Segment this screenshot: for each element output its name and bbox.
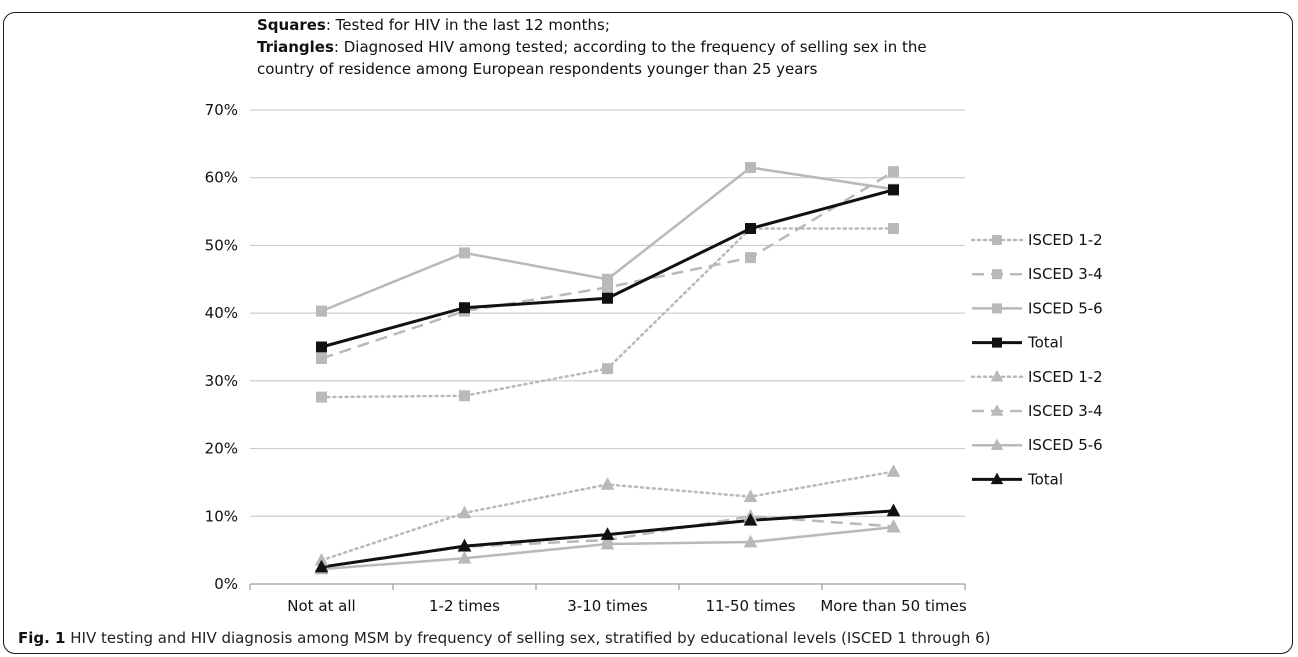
y-axis-ticks: 0% 10% 20% 30% 40% 50% 60% 70% (205, 101, 238, 593)
legend-triangle-marker (990, 370, 1004, 382)
triangle-marker (457, 538, 472, 552)
legend-item: Total (972, 334, 1063, 352)
chart-note-continuation: country of residence among European resp… (257, 60, 818, 78)
series-line (321, 170, 895, 360)
legend-label: ISCED 1-2 (1028, 231, 1103, 249)
legend-item: ISCED 1-2 (970, 231, 1103, 249)
square-marker (316, 353, 327, 365)
legend-item: ISCED 5-6 (972, 299, 1103, 317)
legend-label: ISCED 5-6 (1028, 299, 1103, 317)
triangle-marker (457, 505, 472, 519)
y-tick-label: 40% (205, 304, 238, 322)
triangle-marker (457, 550, 472, 564)
triangle-marker (743, 489, 758, 502)
chart-note-triangles: Triangles: Diagnosed HIV among tested; a… (257, 38, 927, 56)
square-marker (888, 166, 899, 178)
legend-square-marker (992, 235, 1002, 245)
y-tick-label: 70% (205, 101, 238, 119)
triangle-marker (600, 536, 615, 550)
square-marker (459, 302, 470, 314)
square-marker (888, 223, 899, 234)
legend-item: ISCED 5-6 (972, 436, 1103, 454)
triangle-marker (886, 519, 901, 533)
square-marker (459, 247, 470, 259)
x-tick-label: 3-10 times (567, 597, 648, 615)
legend-label: ISCED 3-4 (1028, 265, 1103, 283)
legend-label: ISCED 5-6 (1028, 436, 1103, 454)
square-marker (602, 363, 613, 375)
legend-item: ISCED 3-4 (972, 265, 1103, 283)
y-tick-label: 20% (205, 440, 238, 458)
triangle-marker (886, 464, 901, 477)
series-line (321, 188, 894, 349)
figure-caption: Fig. 1 HIV testing and HIV diagnosis amo… (18, 629, 991, 647)
legend-label: ISCED 3-4 (1028, 402, 1103, 420)
square-marker (602, 281, 613, 293)
legend-label: Total (1027, 470, 1063, 488)
square-marker (459, 390, 470, 402)
triangle-marker (743, 534, 758, 548)
series-markers (314, 162, 901, 575)
legend-triangle-marker (990, 404, 1004, 416)
legend-item: Total (972, 470, 1063, 488)
chart-note-squares: Squares: Tested for HIV in the last 12 m… (257, 16, 610, 34)
x-axis-ticks: Not at all 1-2 times 3-10 times 11-50 times… (287, 597, 967, 615)
triangle-marker (314, 559, 329, 573)
square-marker (745, 252, 756, 264)
triangle-marker (600, 527, 615, 540)
x-tick-label: 11-50 times (705, 597, 795, 615)
square-marker (745, 162, 756, 174)
square-marker (888, 184, 899, 196)
x-tick-label: 1-2 times (429, 597, 500, 615)
legend-label: ISCED 1-2 (1028, 368, 1103, 386)
x-tick-label: More than 50 times (820, 597, 967, 615)
legend-item: ISCED 1-2 (970, 368, 1103, 386)
y-tick-label: 0% (214, 575, 238, 593)
triangle-marker (600, 477, 615, 490)
figure-frame (3, 12, 1293, 654)
y-tick-label: 30% (205, 372, 238, 390)
square-marker (316, 391, 327, 403)
y-tick-label: 60% (205, 169, 238, 187)
legend-item: ISCED 3-4 (972, 402, 1103, 420)
legend-triangle-marker (990, 472, 1004, 485)
triangle-marker (743, 513, 758, 526)
triangle-marker (886, 503, 901, 517)
y-tick-label: 50% (205, 236, 238, 254)
square-marker (602, 273, 613, 285)
square-marker (745, 223, 756, 234)
square-marker (316, 305, 327, 317)
y-tick-label: 10% (205, 507, 238, 525)
legend-triangle-marker (990, 438, 1004, 450)
triangle-marker (314, 552, 329, 566)
legend-square-marker (992, 303, 1002, 314)
square-marker (602, 292, 613, 304)
legend-square-marker (992, 269, 1002, 280)
legend-label: Total (1027, 334, 1063, 352)
legend: ISCED 1-2 ISCED 3-4 ISCED 5-6 Total ISCED 1-… (970, 231, 1103, 488)
legend-square-marker (992, 337, 1002, 348)
grid-lines (249, 109, 966, 590)
x-tick-label: Not at all (287, 597, 355, 615)
square-marker (316, 341, 327, 353)
